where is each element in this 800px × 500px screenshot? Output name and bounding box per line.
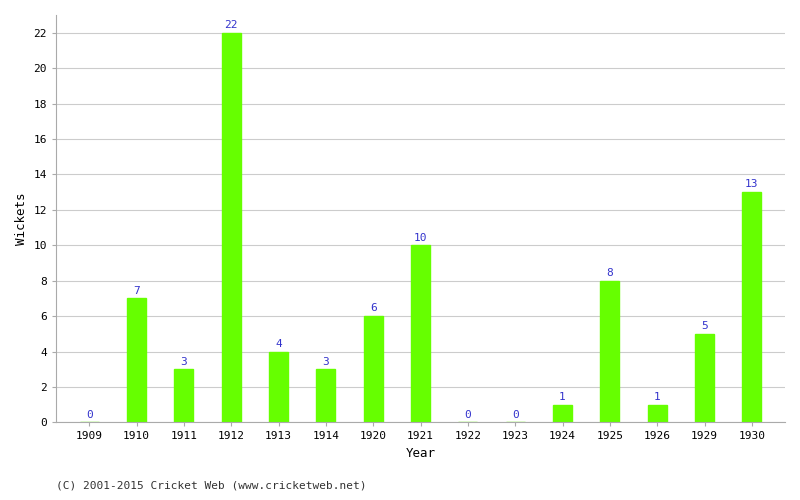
Bar: [317, 370, 335, 422]
Text: 10: 10: [414, 232, 427, 242]
X-axis label: Year: Year: [406, 447, 435, 460]
Text: 22: 22: [225, 20, 238, 30]
Text: 13: 13: [745, 180, 758, 190]
Text: 5: 5: [701, 321, 708, 331]
Bar: [411, 246, 430, 422]
Text: (C) 2001-2015 Cricket Web (www.cricketweb.net): (C) 2001-2015 Cricket Web (www.cricketwe…: [56, 480, 366, 490]
Bar: [553, 404, 572, 422]
Text: 1: 1: [559, 392, 566, 402]
Bar: [127, 298, 146, 422]
Bar: [695, 334, 714, 422]
Text: 7: 7: [133, 286, 140, 296]
Bar: [364, 316, 382, 422]
Text: 0: 0: [86, 410, 93, 420]
Text: 0: 0: [512, 410, 518, 420]
Bar: [742, 192, 762, 422]
Text: 3: 3: [181, 356, 187, 366]
Text: 1: 1: [654, 392, 661, 402]
Bar: [601, 280, 619, 422]
Bar: [269, 352, 288, 422]
Bar: [648, 404, 666, 422]
Bar: [174, 370, 194, 422]
Text: 8: 8: [606, 268, 614, 278]
Text: 3: 3: [322, 356, 330, 366]
Text: 0: 0: [465, 410, 471, 420]
Text: 4: 4: [275, 339, 282, 349]
Text: 6: 6: [370, 304, 377, 314]
Y-axis label: Wickets: Wickets: [15, 192, 28, 245]
Bar: [222, 32, 241, 422]
